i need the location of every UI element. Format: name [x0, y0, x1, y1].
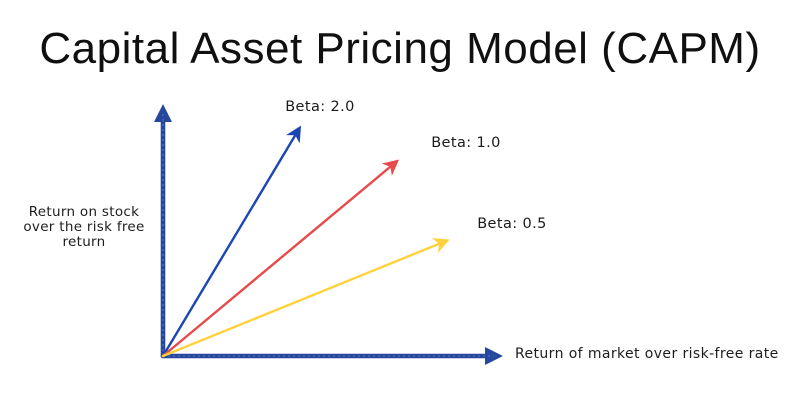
line-beta-2-0 [161, 125, 302, 358]
label-beta-1-0: Beta: 1.0 [431, 135, 501, 151]
y-axis-label-line2: over the risk free [23, 219, 145, 235]
label-beta-0-5: Beta: 0.5 [477, 216, 547, 232]
y-axis-label: Return on stock over the risk free retur… [14, 205, 154, 250]
label-beta-2-0: Beta: 2.0 [285, 99, 355, 115]
page-title: Capital Asset Pricing Model (CAPM) [39, 24, 761, 73]
x-axis-label: Return of market over risk-free rate [515, 346, 779, 362]
line-beta-0-5 [161, 238, 450, 358]
line-beta-1-0 [161, 159, 400, 358]
y-axis-label-line1: Return on stock [28, 204, 140, 220]
y-axis-label-line3: return [62, 234, 106, 250]
